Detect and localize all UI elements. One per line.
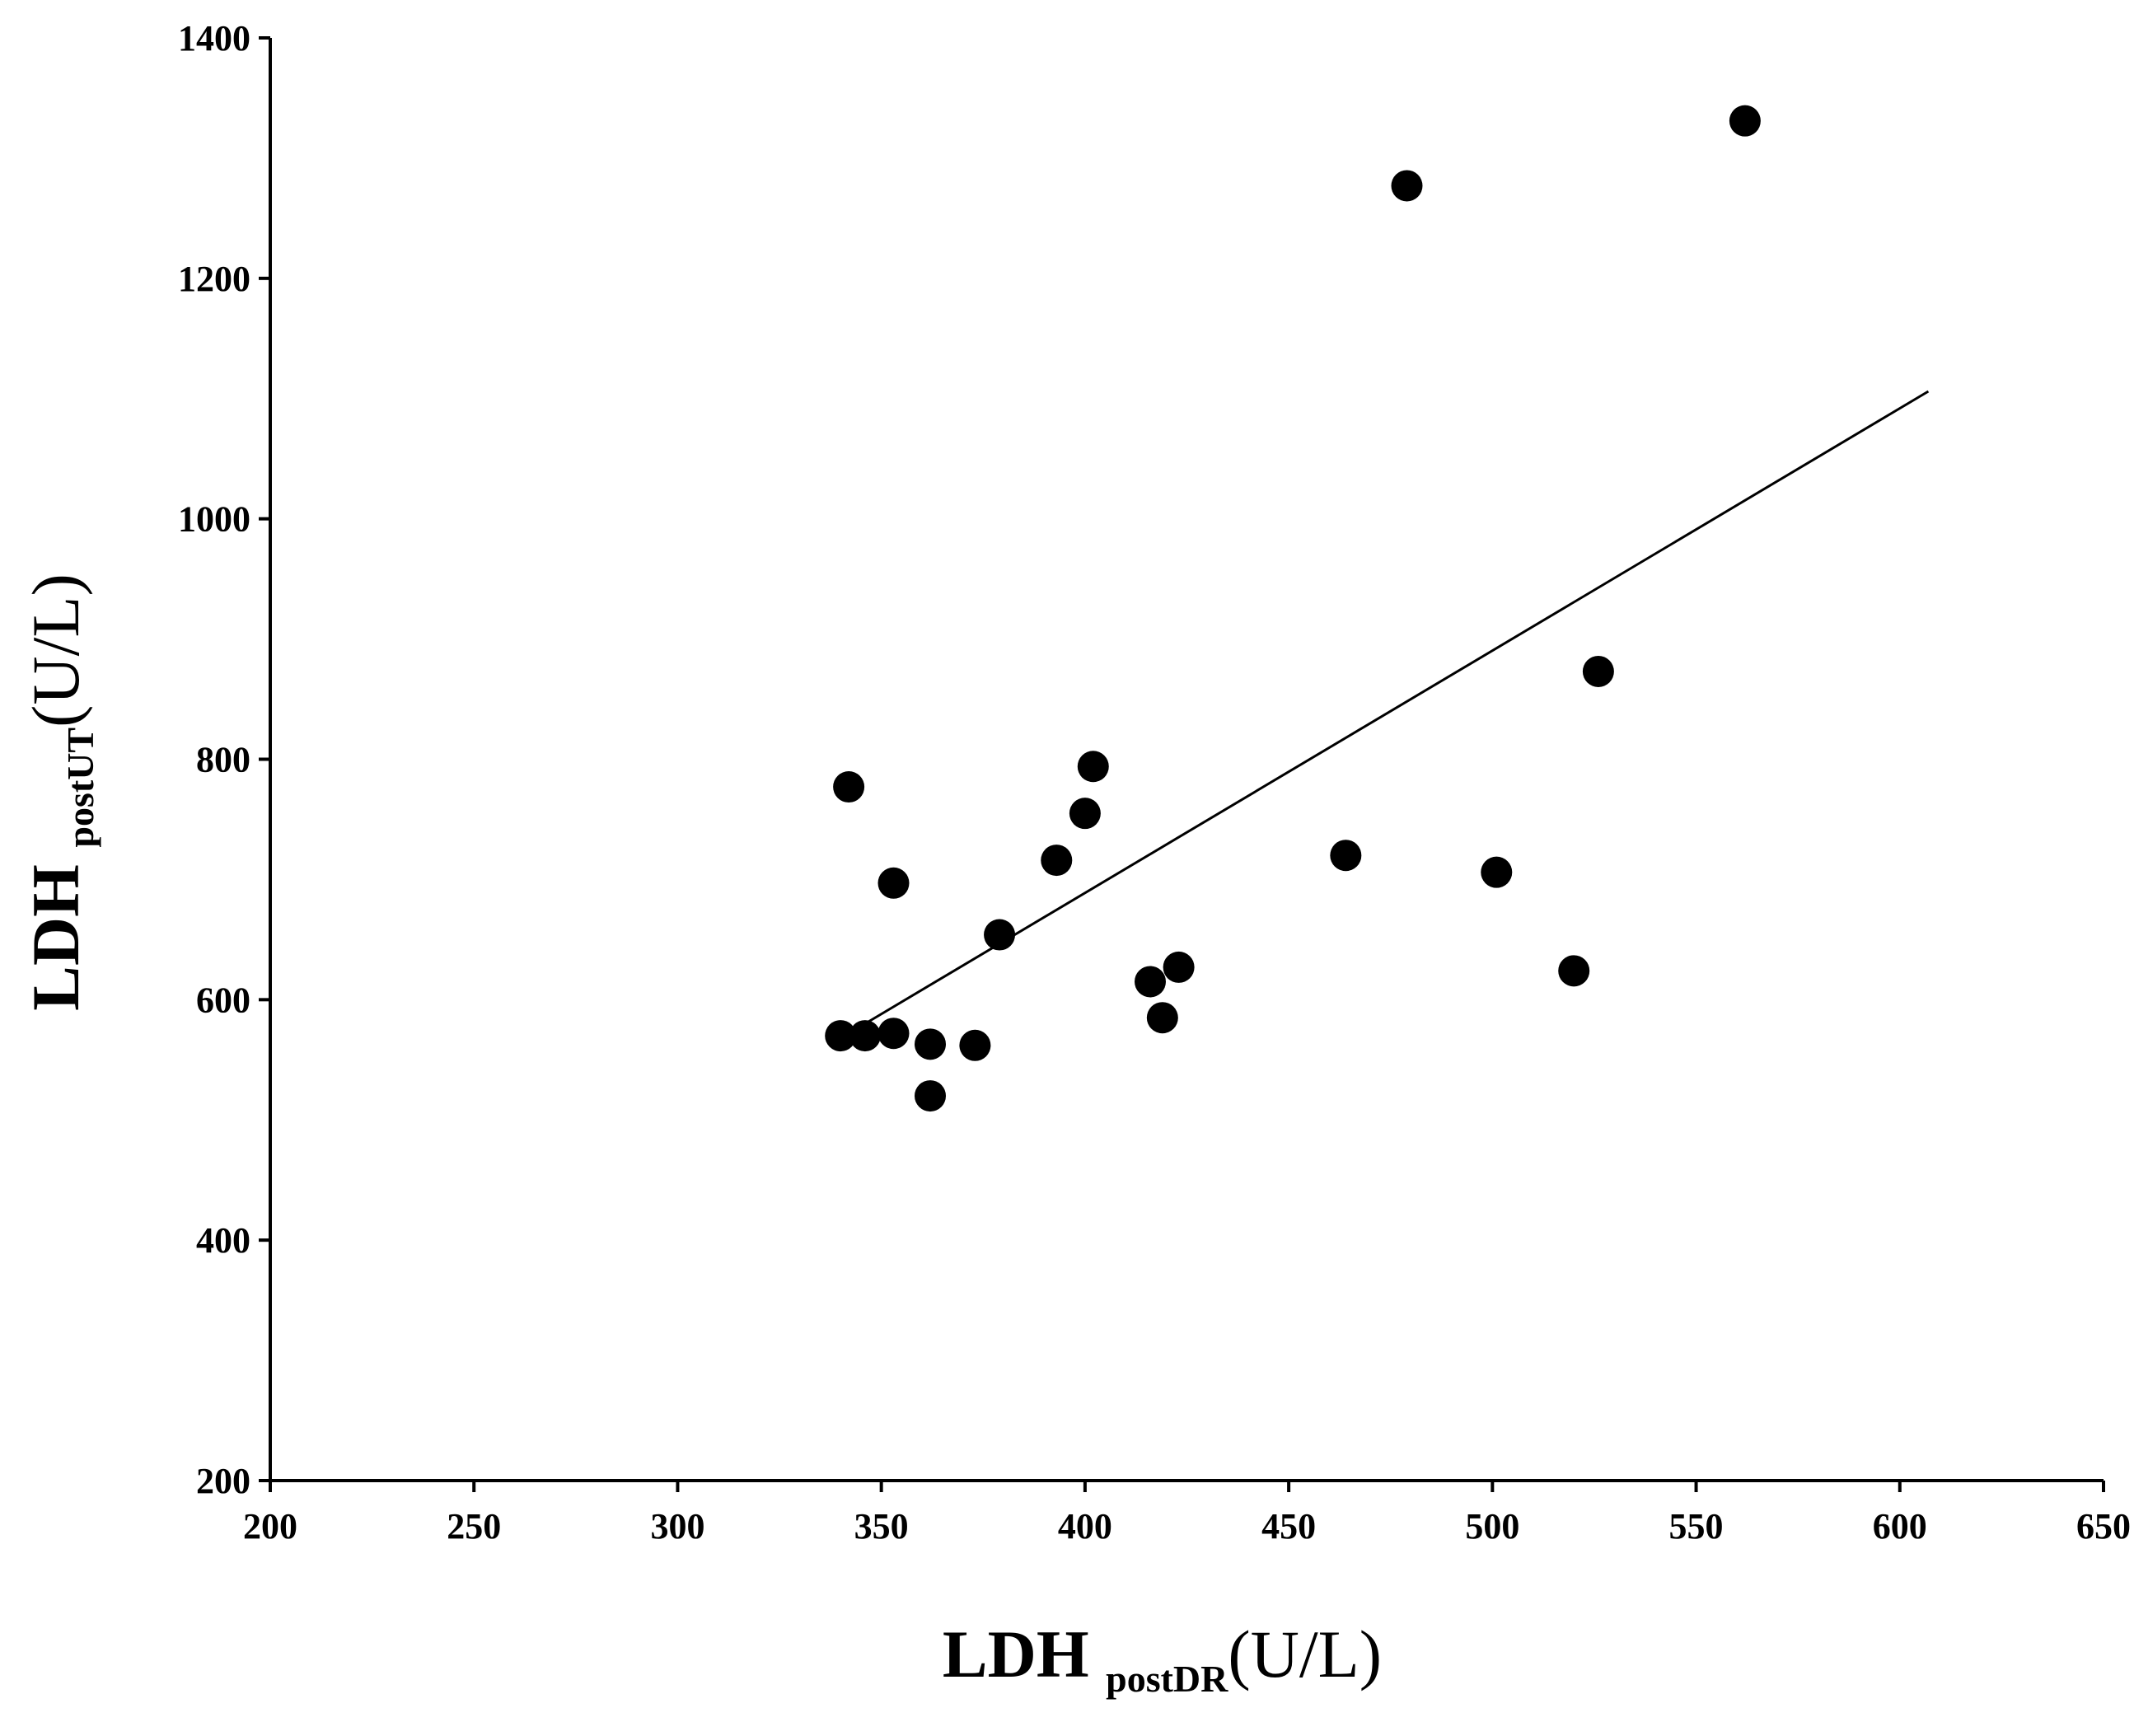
y-tick-label: 400 <box>196 1220 250 1261</box>
data-point <box>1582 655 1614 687</box>
y-axis-title-main: LDH <box>18 848 93 1011</box>
data-point <box>833 771 865 803</box>
data-point <box>849 1020 881 1052</box>
data-point <box>1558 955 1590 987</box>
data-point <box>877 1018 910 1050</box>
data-point <box>1330 840 1362 872</box>
trendline-layer <box>864 390 1930 1025</box>
data-points <box>825 105 1761 1112</box>
data-point <box>877 867 910 899</box>
x-tick-label: 400 <box>1058 1506 1112 1546</box>
x-tick-label: 600 <box>1873 1506 1927 1546</box>
data-point <box>959 1029 991 1061</box>
x-tick-label: 300 <box>650 1506 704 1546</box>
y-tick-label: 200 <box>196 1461 250 1501</box>
data-point <box>1069 798 1101 830</box>
y-axis-title-unit: (U/L) <box>18 573 93 728</box>
x-axis-title-subscript: postDR <box>1106 1658 1228 1700</box>
data-point <box>1146 1002 1178 1034</box>
x-tick-label: 550 <box>1669 1506 1724 1546</box>
data-point <box>915 1028 946 1060</box>
y-tick-label: 800 <box>196 740 250 780</box>
x-tick-label: 200 <box>243 1506 297 1546</box>
data-point <box>1077 751 1109 783</box>
x-tick-label: 650 <box>2076 1506 2131 1546</box>
y-tick-label: 1000 <box>178 499 250 540</box>
x-tick-label: 350 <box>854 1506 909 1546</box>
x-axis-title-main: LDH <box>943 1617 1106 1692</box>
data-point <box>1041 845 1073 877</box>
y-axis-title-subscript: postUT <box>59 728 101 848</box>
trendline <box>864 390 1930 1025</box>
data-point <box>1391 170 1423 202</box>
x-axis-title: LDH postDR(U/L) <box>943 1617 1382 1700</box>
data-point <box>915 1080 946 1112</box>
y-tick-label: 600 <box>196 980 250 1020</box>
data-point <box>1729 105 1761 137</box>
x-tick-label: 500 <box>1465 1506 1519 1546</box>
y-tick-label: 1400 <box>178 18 250 58</box>
data-point <box>825 1020 857 1052</box>
x-axis-title-unit: (U/L) <box>1228 1617 1382 1692</box>
data-point <box>984 919 1016 951</box>
axis-labels: LDH postDR(U/L) LDH postUT(U/L) <box>18 573 1382 1700</box>
data-point <box>1135 966 1166 998</box>
y-axis-title: LDH postUT(U/L) <box>18 573 101 1011</box>
x-tick-label: 250 <box>447 1506 501 1546</box>
x-tick-label: 450 <box>1261 1506 1316 1546</box>
data-point <box>1481 856 1513 888</box>
axes: 200 400 600 800 1000 1200 1400 200 250 300 350 400 4… <box>178 18 2131 1546</box>
y-tick-label: 1200 <box>178 259 250 299</box>
data-point <box>1163 951 1195 983</box>
